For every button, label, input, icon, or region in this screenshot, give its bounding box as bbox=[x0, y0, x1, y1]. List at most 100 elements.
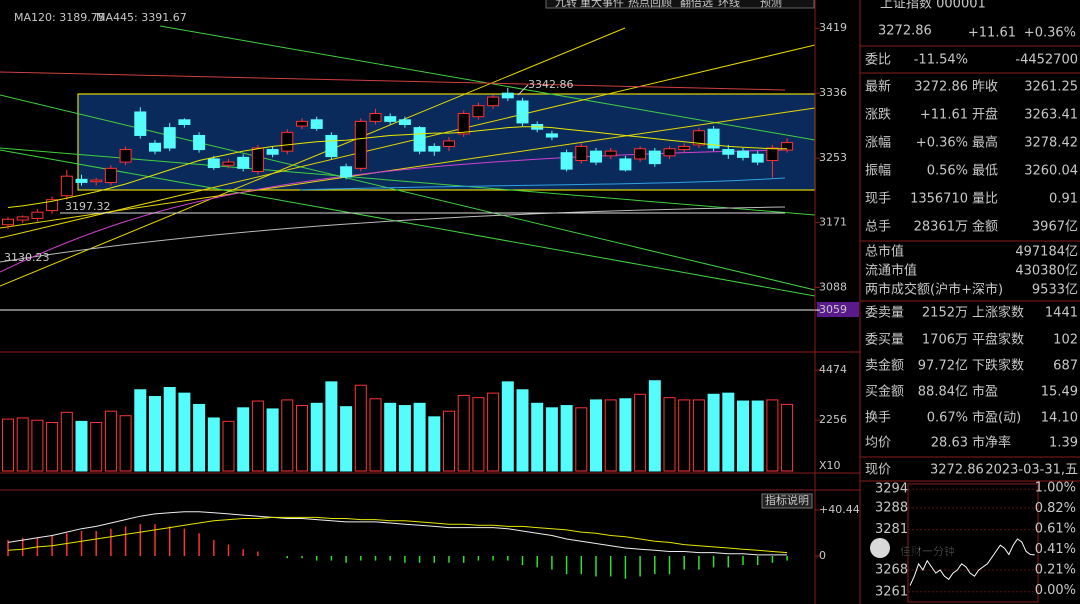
candle-body bbox=[60, 175, 73, 197]
volume-bar bbox=[296, 405, 308, 472]
y-tick-label: 3294 bbox=[875, 482, 908, 497]
volume-bar bbox=[16, 417, 29, 472]
trend-line bbox=[0, 107, 816, 229]
intraday-line bbox=[909, 538, 1035, 586]
volume-bar bbox=[398, 405, 411, 472]
volume-bar bbox=[119, 415, 132, 472]
volume-bar bbox=[266, 408, 279, 472]
row-value: 0.56% bbox=[927, 164, 968, 179]
candle-body bbox=[340, 166, 353, 178]
volume-bar bbox=[193, 403, 206, 472]
row-value: 1706万 bbox=[922, 333, 968, 348]
watermark-icon bbox=[870, 538, 890, 558]
trend-lines bbox=[0, 25, 816, 311]
ma120-line bbox=[0, 206, 786, 263]
volume-bar bbox=[766, 399, 779, 472]
toolbar-button[interactable]: 九转 bbox=[555, 0, 577, 9]
candle-body bbox=[413, 127, 426, 152]
candle-body bbox=[575, 145, 588, 162]
row-value: 3967亿 bbox=[1032, 220, 1078, 235]
toolbar bbox=[545, 0, 815, 9]
row-label: 振幅 bbox=[865, 164, 891, 179]
volume-bar bbox=[648, 380, 661, 472]
row-label: 委卖量 bbox=[865, 306, 904, 321]
row-value: 102 bbox=[1053, 333, 1078, 348]
row-label: 流通市值 bbox=[865, 263, 917, 279]
candle-body bbox=[457, 113, 470, 135]
y-tick-label: 3419 bbox=[819, 21, 847, 34]
y-tick-label: 3059 bbox=[819, 303, 847, 316]
y-tick-label: 3268 bbox=[875, 563, 908, 578]
pct-tick-label: 0.41% bbox=[1035, 542, 1076, 557]
indicator-button[interactable] bbox=[761, 493, 813, 509]
candle-body bbox=[472, 105, 485, 118]
candle-body bbox=[619, 158, 632, 171]
ma-legend: MA445: 3391.67 bbox=[96, 11, 187, 24]
candle-body bbox=[604, 150, 617, 157]
row-value: 3260.04 bbox=[1024, 164, 1078, 179]
volume-bar bbox=[60, 411, 73, 472]
row-value: 0.91 bbox=[1049, 192, 1078, 207]
row-label: 现手 bbox=[865, 192, 891, 207]
indicator-button-label[interactable]: 指标说明 bbox=[765, 493, 809, 507]
volume-bar bbox=[281, 399, 294, 472]
quote-change: +11.61 bbox=[968, 26, 1016, 41]
row-label: 涨跌 bbox=[865, 107, 891, 123]
row-value: 1441 bbox=[1045, 306, 1078, 321]
pct-tick-label: 0.82% bbox=[1035, 501, 1076, 516]
volume-bar bbox=[325, 381, 338, 472]
row-label: 最低 bbox=[972, 164, 998, 179]
y-tick-label: +40.44 bbox=[819, 503, 860, 516]
row-label: 涨幅 bbox=[865, 136, 891, 151]
row-label: 开盘 bbox=[972, 107, 998, 123]
trend-line bbox=[0, 44, 816, 239]
toolbar-button[interactable]: 预测 bbox=[760, 0, 782, 9]
row-value: -4452700 bbox=[1015, 53, 1078, 68]
row-value: 1356710 bbox=[910, 192, 968, 207]
toolbar-button[interactable]: 翻倍选 bbox=[680, 0, 713, 9]
ma-line bbox=[7, 126, 788, 208]
row-value: 28361万 bbox=[914, 220, 968, 235]
candle-body bbox=[501, 92, 514, 99]
mini-price: 3272.86 bbox=[930, 463, 984, 478]
toolbar-button[interactable]: 重大事件 bbox=[580, 0, 624, 9]
row-value: 2152万 bbox=[922, 306, 968, 321]
candle-body bbox=[251, 147, 264, 172]
volume-bar bbox=[90, 421, 103, 472]
row-label: 买金额 bbox=[865, 384, 904, 400]
candle-body bbox=[663, 148, 676, 157]
volume-bar bbox=[487, 392, 500, 472]
watermark: 佳财一分钟 bbox=[900, 544, 955, 558]
volume-bar bbox=[149, 396, 161, 472]
row-label: 平盘家数 bbox=[972, 332, 1024, 348]
row-label: 上涨家数 bbox=[972, 305, 1024, 321]
volume-bar bbox=[340, 406, 353, 472]
toolbar-button[interactable]: 热点回顾 bbox=[628, 0, 672, 9]
row-label: 总手 bbox=[865, 220, 891, 235]
pct-tick-label: 0.00% bbox=[1035, 583, 1076, 598]
candle-body bbox=[90, 179, 103, 183]
volume-bar bbox=[678, 399, 691, 472]
volume-bar bbox=[443, 410, 455, 472]
volume-bar bbox=[560, 405, 573, 472]
candle-body bbox=[237, 156, 250, 169]
volume-bar bbox=[457, 394, 470, 472]
y-tick-label: 3281 bbox=[875, 522, 908, 537]
row-label: 昨收 bbox=[972, 80, 998, 95]
price-annotation: 3197.32 bbox=[65, 200, 111, 213]
volume-unit: X10 bbox=[819, 459, 841, 472]
row-label: 下跌家数 bbox=[972, 358, 1024, 374]
row-label: 最高 bbox=[972, 135, 998, 151]
volume-bar bbox=[737, 400, 749, 472]
row-value: +11.61 bbox=[920, 108, 968, 123]
volume-bar bbox=[722, 392, 735, 472]
candle-body bbox=[16, 216, 29, 221]
volume-bar bbox=[237, 407, 250, 472]
toolbar-button[interactable]: 环线 bbox=[718, 0, 740, 9]
volume-bar bbox=[31, 419, 44, 472]
candle-body bbox=[178, 119, 191, 125]
candle-body bbox=[692, 130, 705, 146]
volume-bar bbox=[516, 389, 529, 472]
row-value: 14.10 bbox=[1041, 411, 1078, 426]
candle-body bbox=[354, 120, 367, 169]
